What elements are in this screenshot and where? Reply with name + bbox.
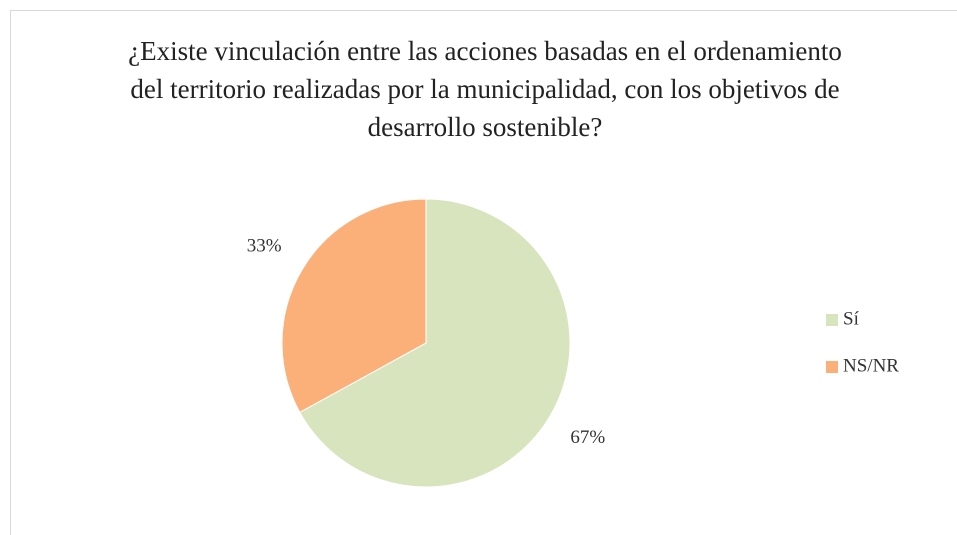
frame bbox=[10, 10, 957, 535]
legend-swatch bbox=[826, 361, 838, 373]
pie-slice bbox=[281, 198, 427, 414]
legend-label: Sí bbox=[843, 308, 860, 329]
chart-title: ¿Existe vinculación entre las acciones b… bbox=[128, 36, 842, 142]
data-label: 33% bbox=[247, 236, 282, 257]
data-label: 67% bbox=[570, 427, 605, 448]
pie-slice bbox=[299, 198, 571, 488]
legend-swatch bbox=[826, 314, 838, 326]
legend-label: NS/NR bbox=[843, 355, 899, 376]
